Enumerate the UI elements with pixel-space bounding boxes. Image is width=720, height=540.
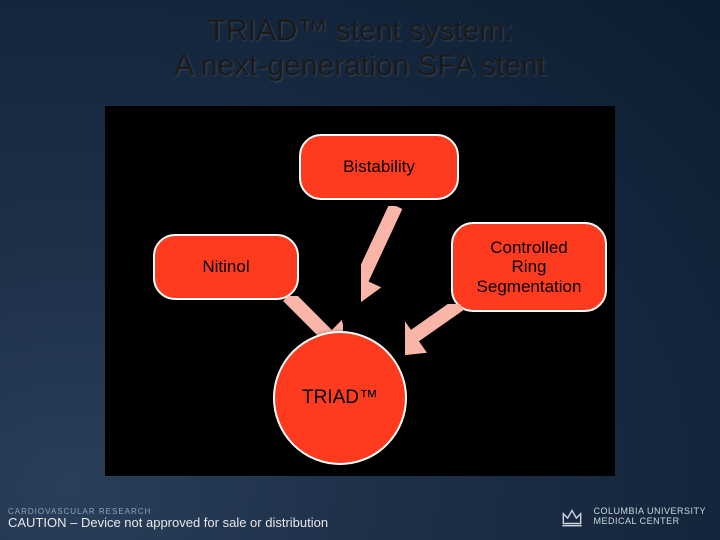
crown-icon xyxy=(559,504,585,530)
node-label: Controlled Ring Segmentation xyxy=(477,238,582,297)
caution-text: CAUTION – Device not approved for sale o… xyxy=(8,515,328,530)
node-bistability: Bistability xyxy=(299,134,459,200)
diagram-frame: Bistability Nitinol Controlled Ring Segm… xyxy=(105,106,615,476)
node-label: TRIAD™ xyxy=(302,387,378,409)
node-label: Bistability xyxy=(343,157,415,177)
title-line-1: TRIAD™ stent system: xyxy=(207,14,512,47)
node-controlled-ring-segmentation: Controlled Ring Segmentation xyxy=(451,222,607,312)
title-line-2: A next-generation SFA stent xyxy=(174,49,546,82)
node-nitinol: Nitinol xyxy=(153,234,299,300)
node-triad: TRIAD™ xyxy=(273,331,407,465)
node-label: Nitinol xyxy=(202,257,249,277)
footer-right-logo: COLUMBIA UNIVERSITY MEDICAL CENTER xyxy=(559,504,706,530)
right-logo-line2: MEDICAL CENTER xyxy=(593,517,706,527)
slide-title: TRIAD™ stent system: A next-generation S… xyxy=(0,0,720,83)
